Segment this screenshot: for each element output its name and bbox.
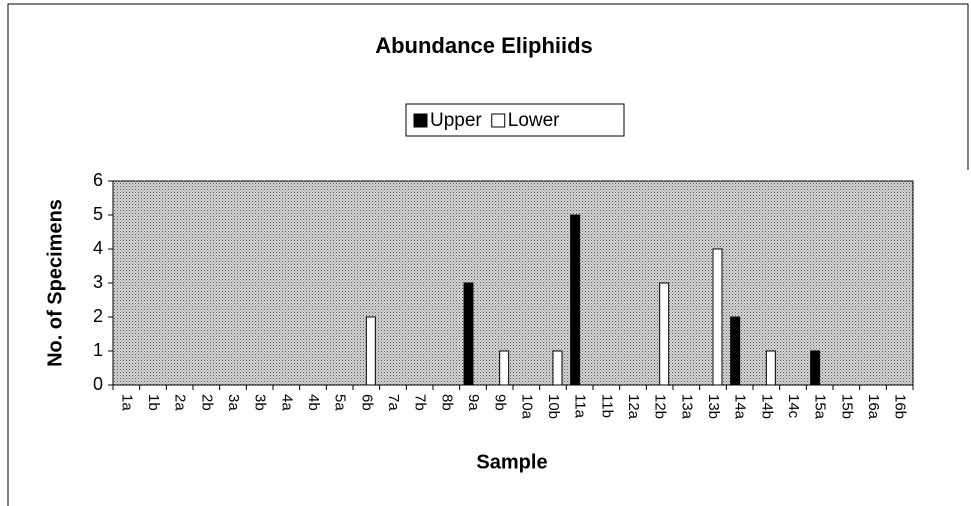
x-tick-label: 12a	[625, 394, 642, 420]
x-tick-label: 10b	[545, 394, 562, 419]
x-axis-title: Sample	[476, 451, 547, 473]
x-tick-label: 8b	[438, 394, 455, 411]
x-tick-label: 3b	[252, 394, 269, 411]
x-tick-label: 12b	[652, 394, 669, 419]
legend-box	[405, 103, 625, 137]
bar	[365, 316, 376, 386]
x-tick-label: 11b	[598, 394, 615, 418]
x-tick-label: 14a	[732, 394, 749, 420]
y-tick-label: 4	[93, 238, 103, 258]
x-tick-label: 15b	[838, 394, 855, 419]
x-tick-label: 9b	[492, 394, 509, 411]
y-tick-label: 5	[93, 204, 103, 224]
y-tick-label: 6	[93, 170, 103, 190]
bar	[570, 214, 581, 386]
x-tick-label: 10a	[518, 394, 535, 420]
x-tick-label: 13a	[678, 394, 695, 420]
plot-area	[112, 180, 914, 386]
x-tick-label: 2b	[198, 394, 215, 411]
x-tick-label: 16a	[865, 394, 882, 420]
x-tick-label: 1b	[145, 394, 162, 411]
bar	[712, 248, 723, 386]
y-tick-label: 0	[93, 374, 103, 394]
y-tick-label: 1	[93, 340, 103, 360]
bar	[765, 350, 776, 386]
bar	[730, 316, 741, 386]
bar	[659, 282, 670, 386]
x-tick-label: 7b	[412, 394, 429, 411]
x-tick-label: 15a	[812, 394, 829, 420]
x-tick-label: 2a	[172, 394, 189, 411]
x-tick-label: 16b	[892, 394, 909, 419]
bar	[552, 350, 563, 386]
x-tick-label: 11a	[572, 394, 589, 419]
x-tick-label: 1a	[118, 394, 135, 411]
x-tick-label: 3a	[225, 394, 242, 411]
x-tick-label: 14b	[758, 394, 775, 419]
x-tick-label: 5a	[332, 394, 349, 411]
legend-swatch	[491, 113, 506, 128]
y-tick-label: 2	[93, 306, 103, 326]
x-tick-label: 9a	[465, 394, 482, 411]
legend-swatch	[413, 113, 428, 128]
x-tick-label: 7a	[385, 394, 402, 411]
bar	[499, 350, 510, 386]
x-tick-label: 14c	[785, 394, 802, 419]
x-tick-label: 4a	[278, 394, 295, 411]
bar	[810, 350, 821, 386]
bar	[463, 282, 474, 386]
chart-title: Abundance Eliphiids	[375, 33, 593, 58]
y-tick-label: 3	[93, 272, 103, 292]
frame	[7, 3, 969, 506]
x-tick-label: 13b	[705, 394, 722, 419]
legend-label: Lower	[508, 110, 560, 131]
x-tick-label: 4b	[305, 394, 322, 411]
x-tick-label: 6b	[358, 394, 375, 411]
legend-label: Upper	[430, 110, 482, 131]
y-axis-title: No. of Specimens	[44, 199, 66, 367]
